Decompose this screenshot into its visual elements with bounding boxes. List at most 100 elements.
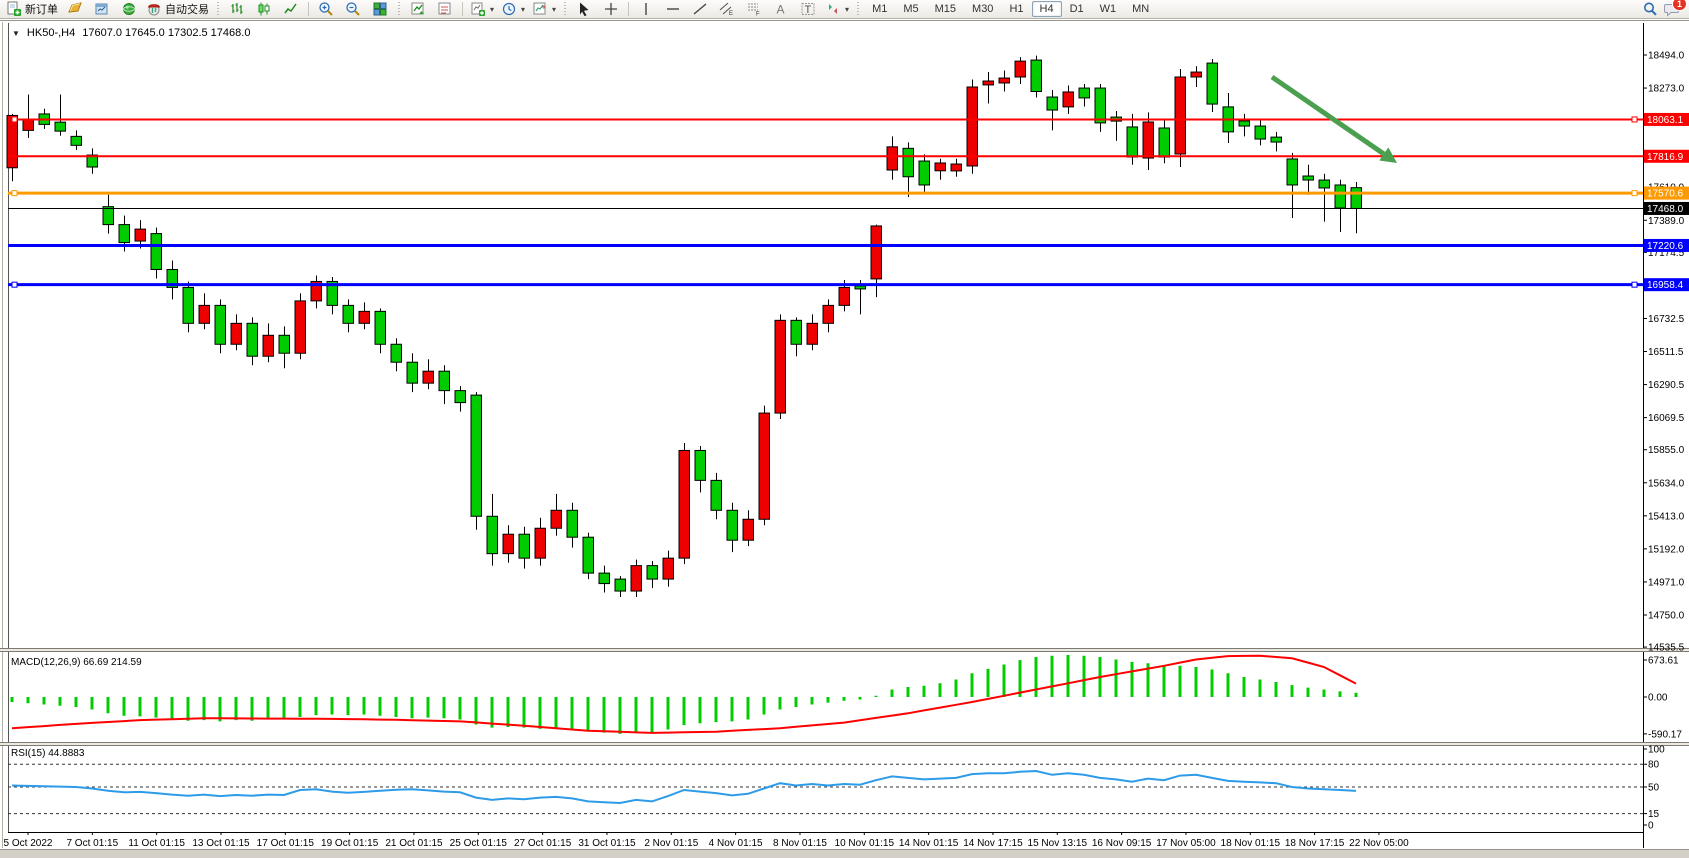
toolbar-grip: [396, 2, 402, 16]
profiles-button[interactable]: [89, 0, 115, 19]
macd-histogram-bar: [810, 697, 814, 705]
line-handle[interactable]: [11, 116, 18, 123]
timeframe-d1-button[interactable]: D1: [1069, 3, 1084, 15]
cursor-button[interactable]: [571, 0, 597, 19]
candle: [550, 493, 562, 536]
svg-text:17389.0: 17389.0: [1648, 216, 1685, 227]
line-chart-icon: [284, 3, 297, 14]
line-handle[interactable]: [11, 190, 18, 197]
candle-body: [470, 394, 482, 517]
equidistant-channel-button[interactable]: E: [714, 0, 740, 19]
timeframe-h4-button[interactable]: H4: [1031, 1, 1062, 17]
line-handle[interactable]: [11, 281, 18, 288]
svg-text:14 Nov 01:15: 14 Nov 01:15: [899, 838, 959, 849]
market-watch-button[interactable]: [116, 0, 142, 19]
indicators-button[interactable]: [405, 0, 431, 19]
macd-histogram-bar: [970, 673, 974, 697]
line-handle[interactable]: [1631, 116, 1638, 123]
chart-shift-button[interactable]: ▾: [529, 0, 559, 19]
candle: [966, 79, 978, 174]
candle-body: [502, 533, 514, 555]
trendline-icon: [693, 3, 707, 15]
svg-text:18063.1: 18063.1: [1647, 115, 1684, 126]
notifications-button[interactable]: 1: [1664, 0, 1687, 17]
macd-histogram-bar: [618, 697, 622, 734]
svg-text:22 Nov 05:00: 22 Nov 05:00: [1349, 838, 1409, 849]
crosshair-button[interactable]: [598, 0, 624, 19]
horizontal-line-button[interactable]: [660, 0, 686, 19]
candle: [278, 326, 290, 369]
candle-body: [294, 300, 306, 354]
trend-arrow-annotation[interactable]: [1270, 74, 1397, 163]
macd-histogram-bar: [106, 697, 110, 714]
candle-body: [1126, 126, 1138, 158]
equidistant-channel-icon: E: [719, 2, 733, 17]
candle-body: [1350, 187, 1362, 209]
candle: [358, 302, 370, 330]
svg-text:14971.0: 14971.0: [1648, 577, 1685, 588]
candle: [742, 510, 754, 547]
text-label-button[interactable]: T: [795, 0, 821, 19]
macd-histogram-bar: [874, 695, 878, 697]
candle: [934, 158, 946, 180]
timeframe-m1-button[interactable]: M1: [872, 3, 888, 15]
timeframe-m15-button[interactable]: M15: [934, 3, 957, 15]
expander-icon[interactable]: ▼: [12, 28, 20, 38]
clock-icon: [502, 2, 516, 16]
macd-histogram-bar: [250, 697, 254, 721]
svg-text:15413.0: 15413.0: [1648, 511, 1685, 522]
candle: [518, 526, 530, 569]
autotrading-button[interactable]: 自动交易: [143, 0, 212, 19]
period-button[interactable]: [432, 0, 458, 19]
arrows-button[interactable]: ▾: [822, 0, 852, 19]
candle-body: [1254, 125, 1266, 140]
macd-histogram-bar: [138, 697, 142, 717]
tile-windows-button[interactable]: [367, 0, 393, 19]
candle-body: [550, 509, 562, 529]
zoom-out-button[interactable]: [340, 0, 366, 19]
macd-signal-line: [11, 654, 1357, 734]
new-order-button[interactable]: 新订单: [3, 0, 61, 19]
candle-body: [1238, 120, 1250, 127]
candle-body: [390, 343, 402, 363]
trendline-button[interactable]: [687, 0, 713, 19]
text-button[interactable]: A: [768, 0, 794, 19]
macd-histogram-bar: [154, 697, 158, 718]
line-chart-button[interactable]: [278, 0, 304, 19]
candle: [1302, 164, 1314, 195]
timeframe-h1-button[interactable]: H1: [1009, 3, 1024, 15]
macd-histogram-bar: [682, 697, 686, 726]
zoom-in-button[interactable]: [313, 0, 339, 19]
candle: [662, 550, 674, 587]
chart-canvas[interactable]: 18494.018273.017610.917389.017174.516732…: [0, 19, 1689, 857]
candle: [614, 576, 626, 598]
candle-body: [1078, 87, 1090, 99]
candle: [726, 502, 738, 553]
svg-text:16069.5: 16069.5: [1648, 413, 1685, 424]
macd-histogram-bar: [634, 697, 638, 733]
svg-text:18 Nov 17:15: 18 Nov 17:15: [1285, 838, 1345, 849]
line-handle[interactable]: [1631, 281, 1638, 288]
bar-chart-button[interactable]: [224, 0, 250, 19]
templates-button[interactable]: ▾: [467, 0, 497, 19]
toolbar-separator: [308, 2, 309, 16]
macd-histogram-bar: [1210, 669, 1214, 697]
fibonacci-button[interactable]: F: [741, 0, 767, 19]
timeframe-m30-button[interactable]: M30: [972, 3, 994, 15]
candle: [326, 276, 338, 315]
candle: [598, 565, 610, 593]
macd-histogram-bar: [218, 697, 222, 722]
macd-histogram-bar: [1338, 691, 1342, 697]
timeframe-mn-button[interactable]: MN: [1132, 3, 1150, 15]
line-handle[interactable]: [1631, 190, 1638, 197]
candle: [406, 353, 418, 393]
new-chart-button[interactable]: [62, 0, 88, 19]
timeframes-dropdown-button[interactable]: ▾: [498, 0, 528, 19]
vertical-line-button[interactable]: [633, 0, 659, 19]
timeframe-m5-button[interactable]: M5: [903, 3, 919, 15]
svg-text:50: 50: [1648, 783, 1660, 794]
candle: [230, 314, 242, 351]
candlestick-chart-button[interactable]: [251, 0, 277, 19]
timeframe-w1-button[interactable]: W1: [1099, 3, 1117, 15]
search-icon[interactable]: [1642, 1, 1658, 17]
